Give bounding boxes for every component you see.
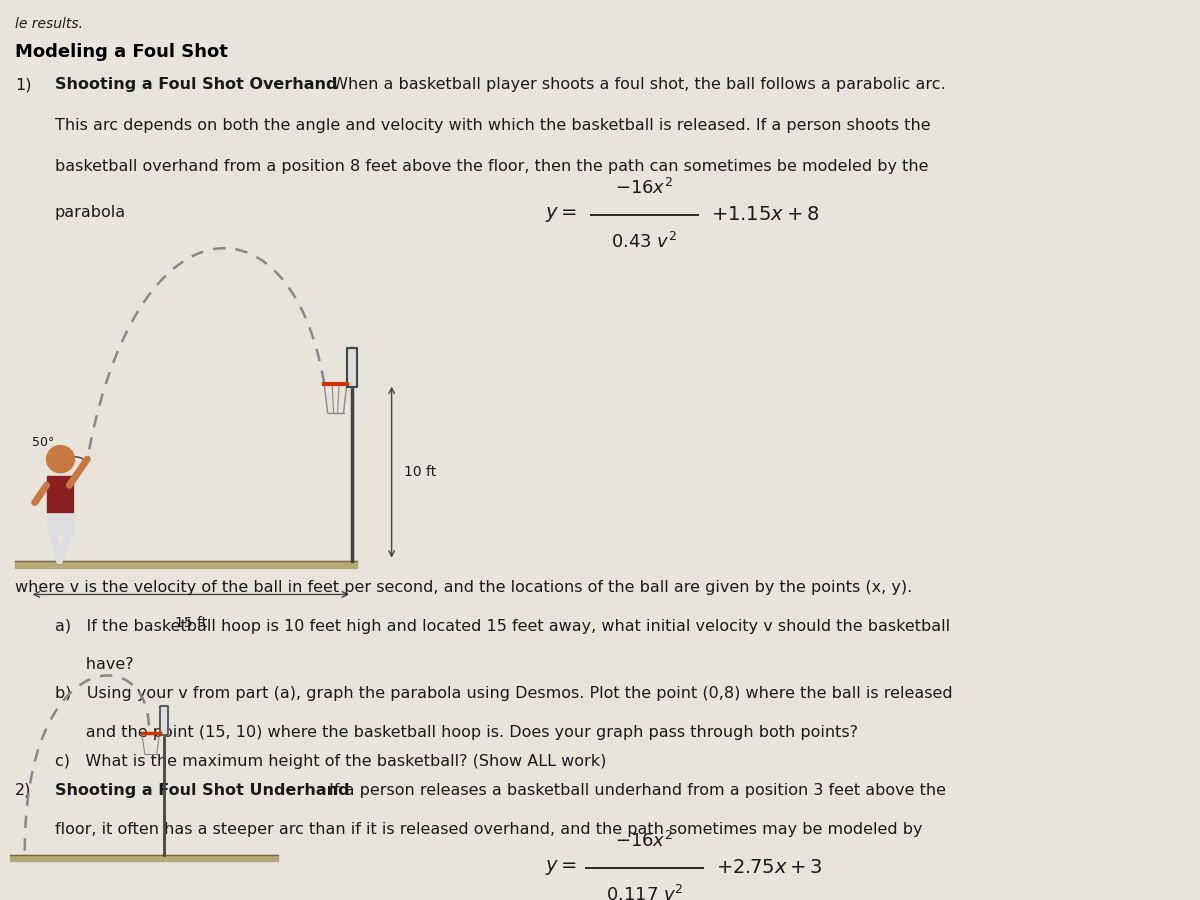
Text: 15 ft: 15 ft <box>175 616 206 630</box>
Text: le results.: le results. <box>14 17 83 32</box>
Text: $y =$: $y =$ <box>545 859 577 877</box>
Text: $+1.15x + 8$: $+1.15x + 8$ <box>710 205 820 224</box>
Text: 10 ft: 10 ft <box>403 465 436 479</box>
Text: Shooting a Foul Shot Underhand: Shooting a Foul Shot Underhand <box>54 783 349 798</box>
Text: basketball overhand from a position 8 feet above the floor, then the path can so: basketball overhand from a position 8 fe… <box>54 158 928 174</box>
Text: b)   Using your v from part (a), graph the parabola using Desmos. Plot the point: b) Using your v from part (a), graph the… <box>54 687 952 701</box>
Text: 1): 1) <box>14 77 31 93</box>
Text: parabola: parabola <box>54 205 126 220</box>
Text: 50°: 50° <box>32 436 54 449</box>
Text: This arc depends on both the angle and velocity with which the basketball is rel: This arc depends on both the angle and v… <box>54 118 930 133</box>
Text: $0.117\ v^2$: $0.117\ v^2$ <box>606 885 683 900</box>
Text: where v is the velocity of the ball in feet per second, and the locations of the: where v is the velocity of the ball in f… <box>14 580 912 595</box>
Text: have?: have? <box>54 657 133 672</box>
Text: $+2.75x + 3$: $+2.75x + 3$ <box>716 859 822 877</box>
Text: $-16x^2$: $-16x^2$ <box>616 177 673 198</box>
Text: $y =$: $y =$ <box>545 205 577 224</box>
Text: a)   If the basketball hoop is 10 feet high and located 15 feet away, what initi: a) If the basketball hoop is 10 feet hig… <box>54 618 949 634</box>
Text: Modeling a Foul Shot: Modeling a Foul Shot <box>14 43 228 61</box>
Text: floor, it often has a steeper arc than if it is released overhand, and the path : floor, it often has a steeper arc than i… <box>54 822 922 837</box>
Text: Shooting a Foul Shot Overhand: Shooting a Foul Shot Overhand <box>54 77 337 93</box>
Text: 2): 2) <box>14 783 31 798</box>
Text: $0.43\ v^2$: $0.43\ v^2$ <box>611 231 678 252</box>
Text: When a basketball player shoots a foul shot, the ball follows a parabolic arc.: When a basketball player shoots a foul s… <box>328 77 946 93</box>
Text: and the point (15, 10) where the basketball hoop is. Does your graph pass throug: and the point (15, 10) where the basketb… <box>54 724 858 740</box>
Text: $-16x^2$: $-16x^2$ <box>616 831 673 851</box>
Text: c)   What is the maximum height of the basketball? (Show ALL work): c) What is the maximum height of the bas… <box>54 754 606 769</box>
Text: If a person releases a basketball underhand from a position 3 feet above the: If a person releases a basketball underh… <box>324 783 947 798</box>
Polygon shape <box>47 446 74 472</box>
